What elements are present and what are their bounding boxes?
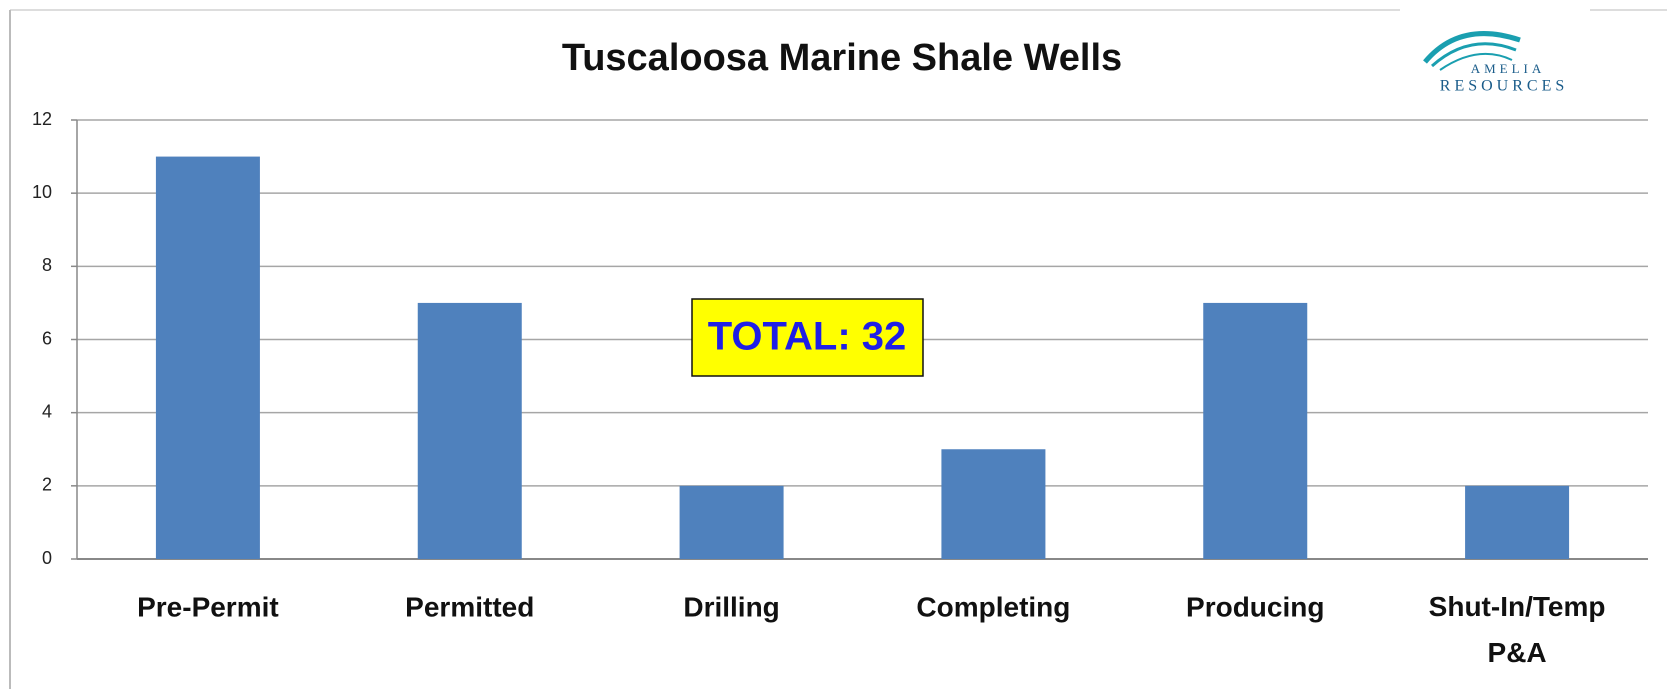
annotation: TOTAL: 32 xyxy=(708,315,907,359)
x-tick-label: Pre-Permit xyxy=(137,591,279,622)
logo-arc xyxy=(1423,31,1521,64)
y-tick-label: 6 xyxy=(42,328,52,348)
logo-arc xyxy=(1439,53,1513,71)
annotation-box xyxy=(691,298,924,377)
y-tick-label: 4 xyxy=(42,401,52,421)
bar xyxy=(941,449,1046,559)
logo-text: AMELIA xyxy=(1471,61,1546,76)
y-tick-label: 10 xyxy=(32,182,52,202)
bar xyxy=(155,156,260,560)
bar xyxy=(1465,485,1570,559)
x-tick-label: Permitted xyxy=(405,591,534,622)
bar xyxy=(1203,302,1308,559)
logo-text: RESOURCES xyxy=(1440,78,1568,95)
bar xyxy=(417,302,522,559)
y-tick-label: 8 xyxy=(42,255,52,275)
x-tick-label: Completing xyxy=(916,591,1070,622)
bar xyxy=(679,485,784,559)
y-tick-label: 12 xyxy=(32,109,52,129)
y-tick-label: 0 xyxy=(42,548,52,568)
logo: AMELIA RESOURCES xyxy=(1423,31,1568,95)
chart-title: Tuscaloosa Marine Shale Wells xyxy=(562,37,1122,79)
x-tick-label: Producing xyxy=(1186,591,1324,622)
x-tick-label: Drilling xyxy=(683,591,779,622)
y-tick-label: 2 xyxy=(42,475,52,495)
logo-arc xyxy=(1431,42,1517,68)
x-tick-label: Shut-In/Temp P&A xyxy=(1429,591,1606,668)
